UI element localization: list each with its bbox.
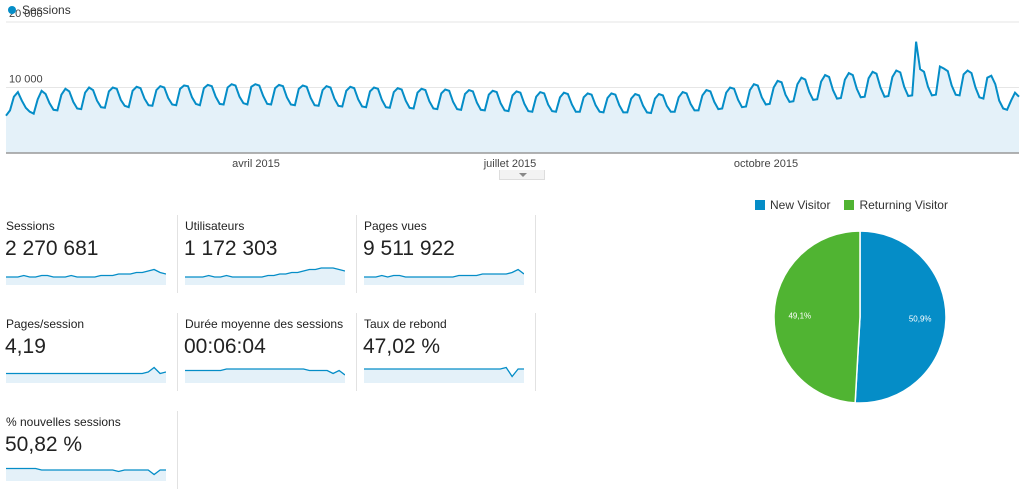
returning-visitor-swatch xyxy=(844,200,855,210)
metric-value: 50,82 % xyxy=(5,433,83,456)
pie-slice[interactable] xyxy=(773,230,861,404)
metric-value: 00:06:04 xyxy=(184,335,266,358)
metric-sparkline xyxy=(185,267,345,285)
metric-sparkline xyxy=(6,268,166,285)
chart-legend: Sessions xyxy=(8,3,71,17)
y-tick-label: 20 000 xyxy=(9,8,43,20)
metric-value: 1 172 303 xyxy=(184,237,278,260)
metric-value: 9 511 922 xyxy=(363,237,455,260)
new-visitor-swatch xyxy=(755,200,765,210)
metric-sparkline xyxy=(364,268,524,285)
metric-label: Taux de rebond xyxy=(364,317,447,331)
metric-sparkline xyxy=(6,467,166,481)
new-visitor-label: New Visitor xyxy=(770,198,831,212)
metric-label: Utilisateurs xyxy=(185,219,245,233)
metric-card[interactable]: Taux de rebond 47,02 % xyxy=(358,313,536,393)
x-tick-label: avril 2015 xyxy=(232,158,280,170)
metric-card[interactable]: Pages vues 9 511 922 xyxy=(358,215,536,295)
metric-card[interactable]: Sessions 2 270 681 xyxy=(0,215,178,295)
metric-divider xyxy=(177,215,178,293)
visitor-type-pie-chart[interactable]: 50,9% 49,1% xyxy=(765,222,955,412)
metric-label: % nouvelles sessions xyxy=(6,415,121,429)
metric-sparkline xyxy=(6,366,166,383)
metric-value: 47,02 % xyxy=(363,335,441,358)
metric-card[interactable]: % nouvelles sessions 50,82 % xyxy=(0,411,178,491)
metric-card[interactable]: Pages/session 4,19 xyxy=(0,313,178,393)
metric-card[interactable]: Utilisateurs 1 172 303 xyxy=(179,215,357,295)
sessions-over-time-chart[interactable]: 20 000 10 000 avril 2015 juillet 2015 octobr… xyxy=(0,0,1024,175)
metric-divider xyxy=(177,411,178,489)
sessions-legend-label: Sessions xyxy=(22,3,71,17)
x-tick-label: juillet 2015 xyxy=(483,158,537,170)
x-tick-label: octobre 2015 xyxy=(734,158,798,170)
pie-legend-returning-visitor[interactable]: Returning Visitor xyxy=(844,198,948,212)
metric-label: Durée moyenne des sessions xyxy=(185,317,344,331)
metric-divider xyxy=(535,215,536,293)
sessions-legend-dot xyxy=(8,6,16,14)
metric-divider xyxy=(177,313,178,391)
pie-slice[interactable] xyxy=(854,230,947,404)
metric-sparkline xyxy=(185,368,345,383)
metric-divider xyxy=(356,313,357,391)
pie-slice-label: 50,9% xyxy=(909,315,932,324)
metric-value: 4,19 xyxy=(5,335,46,358)
chart-collapse-handle[interactable] xyxy=(499,170,545,180)
returning-visitor-label: Returning Visitor xyxy=(859,198,948,212)
metric-sparkline xyxy=(364,366,524,383)
metric-label: Sessions xyxy=(6,219,55,233)
metric-label: Pages/session xyxy=(6,317,85,331)
pie-slice-label: 49,1% xyxy=(788,311,811,320)
pie-legend-new-visitor[interactable]: New Visitor xyxy=(755,198,830,212)
sessions-line[interactable] xyxy=(5,41,1020,117)
y-tick-label: 10 000 xyxy=(9,74,43,86)
metric-divider xyxy=(535,313,536,391)
metric-value: 2 270 681 xyxy=(5,237,99,260)
metric-label: Pages vues xyxy=(364,219,427,233)
metric-card[interactable]: Durée moyenne des sessions 00:06:04 xyxy=(179,313,357,393)
pie-legend: New Visitor Returning Visitor xyxy=(755,198,962,212)
metric-divider xyxy=(356,215,357,293)
